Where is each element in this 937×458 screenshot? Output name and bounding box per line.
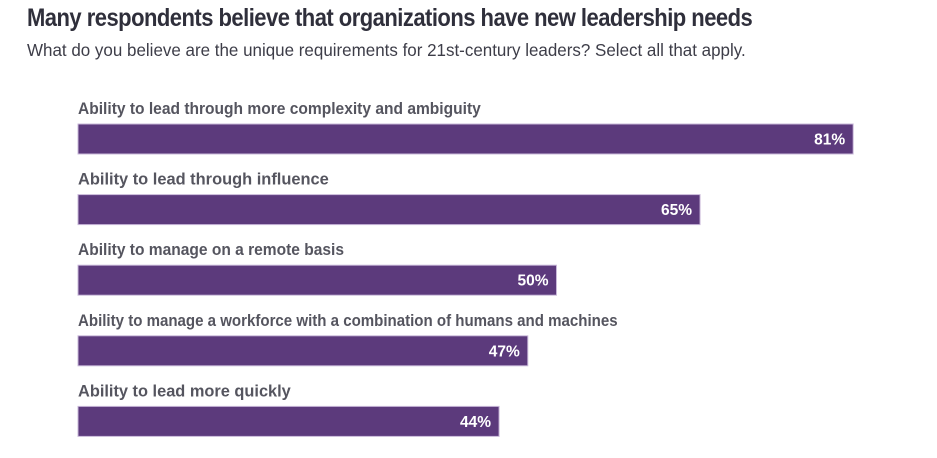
chart-title: Many respondents believe that organizati…: [27, 4, 753, 32]
chart-subtitle: What do you believe are the unique requi…: [27, 40, 746, 60]
category-label: Ability to lead more quickly: [78, 381, 291, 400]
bar: [77, 194, 701, 226]
bar: [77, 123, 854, 155]
category-label: Ability to manage a workforce with a com…: [78, 311, 618, 330]
value-label: 47%: [489, 343, 520, 360]
category-label: Ability to lead through influence: [78, 170, 329, 189]
bar: [77, 405, 500, 437]
value-label: 44%: [460, 414, 491, 431]
bar: [77, 335, 529, 367]
bar: [77, 264, 557, 296]
value-label: 50%: [517, 273, 548, 290]
category-label: Ability to manage on a remote basis: [78, 240, 344, 259]
value-label: 65%: [661, 202, 692, 219]
value-label: 81%: [814, 132, 845, 149]
category-label: Ability to lead through more complexity …: [78, 99, 481, 118]
